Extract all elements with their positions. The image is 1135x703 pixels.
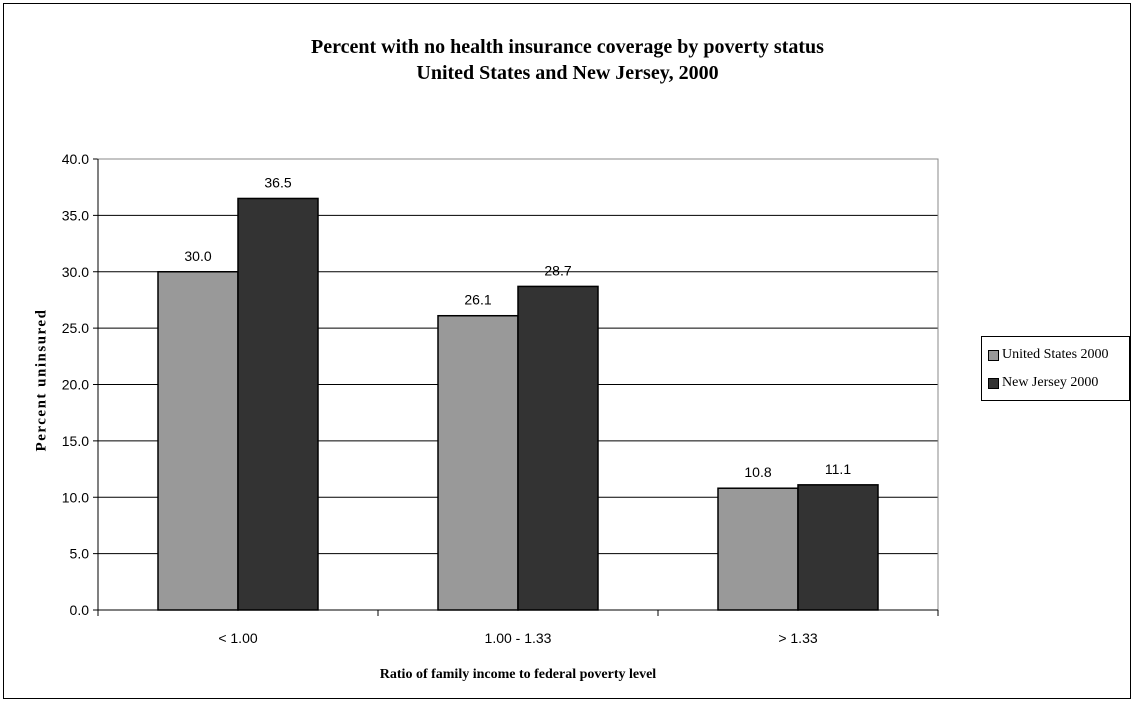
- legend-label-us: United States 2000: [1002, 347, 1109, 362]
- chart-title-block: Percent with no health insurance coverag…: [0, 34, 1135, 86]
- chart-title: Percent with no health insurance coverag…: [311, 36, 824, 58]
- x-axis-label: Ratio of family income to federal povert…: [379, 667, 657, 682]
- y-tick-label: 10.0: [62, 489, 89, 505]
- y-tick-label: 5.0: [70, 546, 90, 562]
- legend-label-nj: New Jersey 2000: [1002, 375, 1099, 390]
- legend-swatch-nj: [988, 377, 999, 389]
- bar: [437, 314, 519, 611]
- legend-item-nj: New Jersey 2000: [988, 373, 1098, 393]
- data-label: 11.1: [825, 461, 851, 477]
- bar: [797, 484, 879, 611]
- legend-item-us: United States 2000: [988, 345, 1109, 365]
- data-label: 30.0: [184, 248, 211, 264]
- y-tick-label: 25.0: [62, 320, 89, 336]
- legend: United States 2000 New Jersey 2000: [981, 336, 1130, 401]
- legend-swatch-us: [988, 349, 999, 361]
- data-label: 36.5: [264, 174, 291, 190]
- y-tick-label: 40.0: [62, 151, 89, 167]
- y-tick-label: 30.0: [62, 264, 89, 280]
- bar: [237, 197, 319, 611]
- bar: [157, 271, 239, 611]
- bar: [517, 285, 599, 611]
- x-tick-label: < 1.00: [218, 630, 258, 646]
- y-tick-label: 20.0: [62, 377, 89, 393]
- data-label: 10.8: [744, 464, 771, 480]
- data-label: 26.1: [464, 292, 491, 308]
- chart-subtitle: United States and New Jersey, 2000: [416, 62, 719, 84]
- y-tick-label: 15.0: [62, 433, 89, 449]
- x-tick-label: > 1.33: [778, 630, 818, 646]
- x-tick-label: 1.00 - 1.33: [485, 630, 552, 646]
- data-label: 28.7: [544, 262, 571, 278]
- y-tick-label: 0.0: [70, 602, 90, 618]
- y-tick-label: 35.0: [62, 207, 89, 223]
- bar: [717, 487, 799, 611]
